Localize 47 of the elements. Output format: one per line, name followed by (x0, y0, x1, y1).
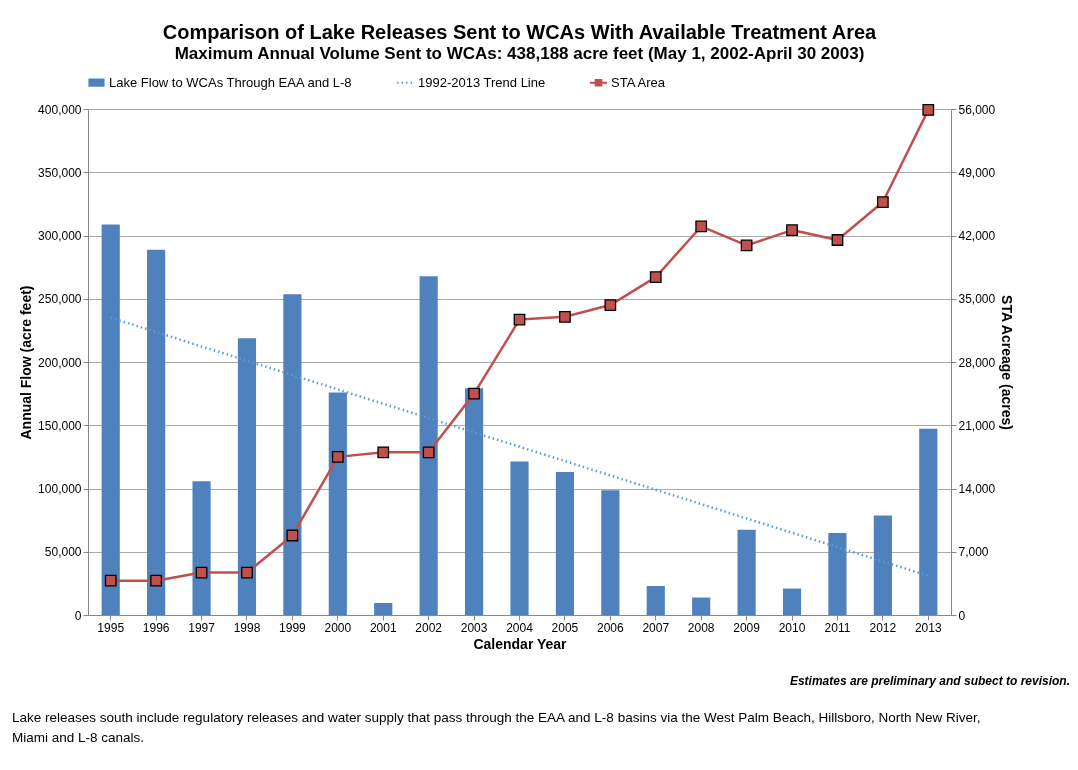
y-tick-label: 150,000 (38, 418, 82, 433)
x-tick-label: 2013 (914, 620, 942, 635)
y2-tick-label: 56,000 (958, 102, 996, 117)
y2-tick-label: 21,000 (958, 418, 996, 433)
x-tick-label: 2008 (687, 620, 715, 635)
chart-subtitle: Maximum Annual Volume Sent to WCAs: 438,188 acre feet (May 1, 2002-April 30 2003) (174, 44, 865, 63)
y-tick-label: 0 (74, 608, 82, 623)
y2-tick-label: 0 (958, 608, 966, 623)
chart-title: Comparison of Lake Releases Sent to WCAs With Available Treatment Area (162, 21, 878, 43)
x-tick-label: 2002 (415, 620, 443, 635)
x-axis-title: Calendar Year (473, 635, 568, 652)
x-tick-label: 1998 (233, 620, 261, 635)
y-tick-label: 350,000 (38, 165, 82, 180)
x-tick-label: 2010 (778, 620, 806, 635)
y-axis-title: Annual Flow (acre feet) (18, 285, 35, 440)
y2-tick-label: 35,000 (958, 292, 996, 307)
x-tick-label: 2003 (460, 620, 488, 635)
legend-label: STA Area (611, 74, 666, 90)
y-tick-label: 400,000 (38, 102, 82, 117)
y2-tick-label: 14,000 (958, 482, 996, 496)
x-tick-label: 1997 (188, 620, 216, 635)
y2-axis-title: STA Acreage (acres) (999, 295, 1016, 430)
y2-tick-label: 49,000 (958, 165, 996, 180)
y2-tick-label: 7,000 (958, 545, 989, 560)
x-tick-label: 1999 (279, 620, 307, 635)
x-tick-label: 1996 (142, 620, 170, 635)
y-tick-label: 300,000 (38, 229, 82, 243)
x-tick-label: 2012 (869, 620, 897, 635)
legend-label: Lake Flow to WCAs Through EAA and L-8 (109, 74, 352, 90)
y-tick-label: 100,000 (38, 482, 82, 496)
x-tick-label: 2011 (824, 620, 851, 635)
text: Lake releases south include regulatory releases and water supply that pass through the EAA and L-8 basins via the West Palm Beach, Hillsboro, North New River, Miami and L-8 canals. (12, 709, 982, 747)
y-tick-label: 200,000 (38, 355, 82, 370)
text: Estimates are preliminary and subect to revision. (789, 674, 1070, 688)
x-tick-label: 1995 (97, 620, 125, 635)
x-tick-label: 2001 (369, 620, 397, 635)
y-tick-label: 250,000 (38, 292, 82, 307)
x-tick-label: 2009 (733, 620, 761, 635)
y-tick-label: 50,000 (44, 545, 82, 560)
legend-label: 1992-2013 Trend Line (418, 74, 546, 90)
x-tick-label: 2005 (551, 620, 579, 635)
x-tick-label: 2004 (506, 620, 534, 635)
x-tick-label: 2000 (324, 620, 352, 635)
x-tick-label: 2007 (642, 620, 670, 635)
y2-tick-label: 28,000 (958, 355, 996, 370)
x-tick-label: 2006 (596, 620, 625, 635)
y2-tick-label: 42,000 (958, 229, 996, 243)
